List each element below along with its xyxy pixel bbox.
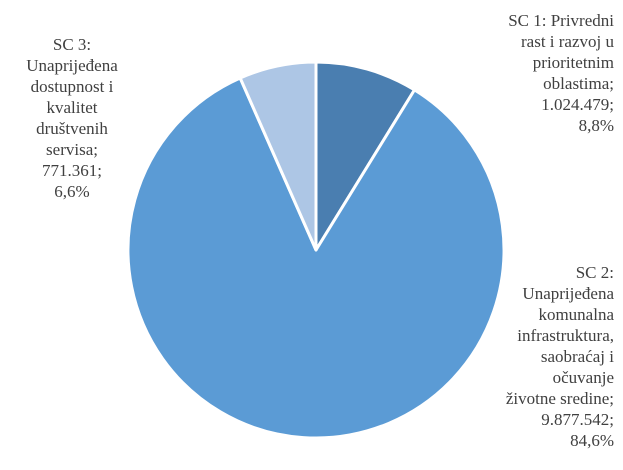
slice-label-line: kvalitet (46, 98, 98, 117)
slice-label-line: 84,6% (570, 431, 614, 450)
slice-label-sc2: SC 2: Unaprijeđena komunalna infrastruktura… (486, 262, 614, 451)
slice-label-line: 1.024.479; (541, 95, 614, 114)
slice-label-line: očuvanje (552, 368, 614, 387)
slice-label-line: SC 1: Privredni (508, 11, 614, 30)
pie-slices (126, 60, 506, 440)
slice-label-sc3: SC 3: Unaprijeđena dostupnost i kvalitet dru… (4, 34, 140, 202)
slice-label-line: dostupnost i (30, 77, 114, 96)
slice-label-line: SC 3: (52, 35, 92, 54)
slice-label-line: 771.361; (42, 161, 102, 180)
slice-label-line: 9.877.542; (541, 410, 614, 429)
slice-label-sc1: SC 1: Privredni rast i razvoj u prioritetn… (486, 10, 614, 136)
pie-slice-sc3 (238, 60, 318, 252)
slice-label-line: rast i razvoj u (521, 32, 614, 51)
slice-label-line: 6,6% (54, 182, 90, 201)
slice-label-line: infrastruktura, (517, 326, 614, 345)
pie-slice-sc2 (126, 76, 506, 440)
slice-label-line: prioritetnim (532, 53, 614, 72)
slice-label-line: Unaprijeđena (26, 56, 118, 75)
slice-label-line: Unaprijeđena (522, 284, 614, 303)
slice-label-line: saobraćaj i (540, 347, 614, 366)
slice-label-line: SC 2: (575, 263, 614, 282)
slice-label-line: komunalna (538, 305, 614, 324)
slice-label-line: 8,8% (578, 116, 614, 135)
slice-label-line: društvenih (36, 119, 108, 138)
slice-label-line: servisa; (46, 140, 98, 159)
slice-label-line: životne sredine; (505, 389, 614, 408)
pie-slice-sc1 (314, 60, 416, 252)
slice-label-line: oblastima; (543, 74, 614, 93)
